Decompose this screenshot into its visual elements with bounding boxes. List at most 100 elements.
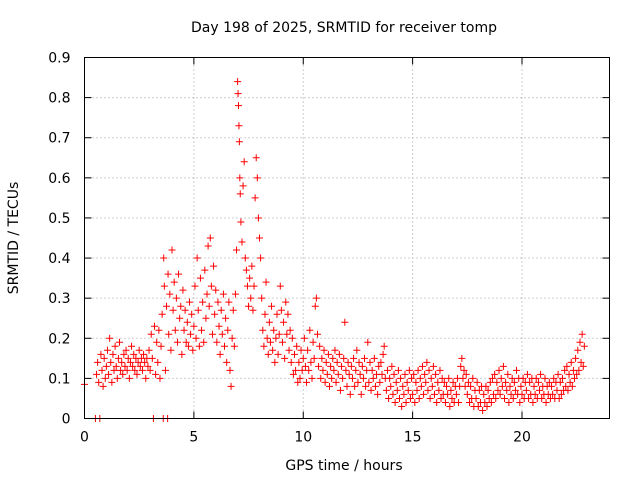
- data-point: [120, 350, 128, 358]
- data-point: [306, 326, 314, 334]
- data-point: [496, 390, 504, 398]
- data-point: [491, 370, 499, 378]
- data-point: [423, 358, 431, 366]
- data-point: [188, 310, 196, 318]
- data-point: [156, 374, 164, 382]
- data-point: [122, 346, 130, 354]
- data-point: [420, 390, 428, 398]
- data-point: [382, 386, 390, 394]
- data-point: [392, 378, 400, 386]
- data-point: [181, 306, 189, 314]
- data-point: [171, 326, 179, 334]
- data-point: [261, 310, 269, 318]
- data-point: [396, 394, 403, 402]
- data-point: [131, 366, 139, 374]
- data-point: [330, 366, 338, 374]
- data-point: [257, 254, 265, 262]
- grid-lines: [84, 57, 610, 419]
- data-point: [287, 358, 295, 366]
- data-point: [251, 194, 259, 202]
- data-point: [269, 346, 277, 354]
- x-tick-label: 5: [189, 430, 198, 446]
- data-point: [503, 386, 511, 394]
- data-point: [189, 346, 197, 354]
- data-point: [179, 286, 187, 294]
- data-point: [278, 338, 286, 346]
- data-point: [464, 378, 472, 386]
- data-point: [369, 374, 377, 382]
- data-point: [135, 346, 143, 354]
- data-point: [541, 374, 549, 382]
- data-point: [237, 218, 245, 226]
- data-point: [106, 334, 114, 342]
- data-point: [235, 122, 243, 130]
- data-point: [568, 382, 576, 390]
- data-point: [404, 386, 412, 394]
- data-point: [383, 366, 391, 374]
- data-point: [378, 370, 386, 378]
- data-point: [249, 306, 257, 314]
- data-point: [173, 338, 181, 346]
- data-point: [490, 390, 498, 398]
- data-point: [518, 390, 526, 398]
- data-point: [463, 390, 471, 398]
- data-point: [145, 346, 153, 354]
- data-point: [170, 278, 178, 286]
- data-point: [424, 386, 432, 394]
- data-point: [294, 378, 302, 386]
- data-point: [387, 382, 395, 390]
- data-point: [362, 382, 370, 390]
- data-point: [327, 362, 335, 370]
- data-point: [365, 378, 373, 386]
- data-point: [370, 354, 378, 362]
- data-point: [235, 138, 243, 146]
- data-point: [498, 382, 506, 390]
- data-point: [563, 362, 571, 370]
- data-point: [243, 282, 251, 290]
- data-point: [413, 386, 421, 394]
- data-point: [264, 350, 272, 358]
- y-tick-label: 0.9: [48, 51, 70, 67]
- data-point: [403, 378, 411, 386]
- data-point: [317, 374, 325, 382]
- data-point: [437, 394, 445, 402]
- data-point: [142, 374, 150, 382]
- chart-title: Day 198 of 2025, SRMTID for receiver tom…: [191, 20, 497, 36]
- data-point: [483, 402, 491, 410]
- data-point: [469, 374, 477, 382]
- data-point: [151, 322, 158, 330]
- data-point: [114, 354, 122, 362]
- data-point: [231, 290, 239, 298]
- data-point: [100, 354, 108, 362]
- data-point: [506, 382, 514, 390]
- data-point: [155, 326, 163, 334]
- data-point: [124, 354, 132, 362]
- data-point: [263, 334, 271, 342]
- data-point: [441, 398, 449, 406]
- data-point: [391, 398, 399, 406]
- data-point: [247, 294, 255, 302]
- data-point: [204, 242, 212, 250]
- data-point: [200, 338, 208, 346]
- data-point: [390, 370, 398, 378]
- data-point: [309, 338, 317, 346]
- data-point: [176, 314, 184, 322]
- x-tick-label: 15: [404, 430, 422, 446]
- data-point: [271, 358, 279, 366]
- data-point: [462, 370, 470, 378]
- data-point: [556, 378, 564, 386]
- data-point: [298, 366, 306, 374]
- data-point: [276, 282, 284, 290]
- data-point: [214, 298, 222, 306]
- data-point: [329, 354, 337, 362]
- data-point: [416, 374, 424, 382]
- data-point: [246, 274, 254, 282]
- data-point: [575, 366, 583, 374]
- data-point: [519, 374, 527, 382]
- data-point: [196, 274, 204, 282]
- data-point: [262, 278, 270, 286]
- data-point: [431, 390, 438, 398]
- data-point: [265, 318, 273, 326]
- data-point: [526, 378, 534, 386]
